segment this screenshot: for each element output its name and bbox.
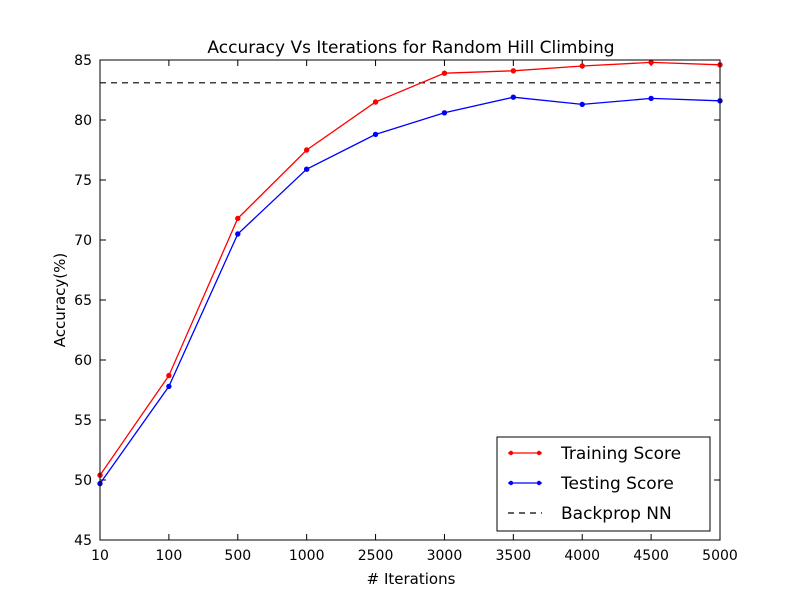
training-score-point <box>166 372 172 379</box>
testing-score-point <box>648 95 654 102</box>
x-tick-label: 500 <box>224 548 251 564</box>
training-score-point <box>235 215 241 222</box>
testing-score-point <box>303 166 310 172</box>
y-tick-label: 65 <box>74 293 92 309</box>
training-score-point <box>510 68 517 74</box>
y-tick-label: 50 <box>74 473 92 489</box>
y-tick-label: 85 <box>74 53 92 69</box>
y-axis-label: Accuracy(%) <box>51 253 69 347</box>
x-tick-label: 1000 <box>289 548 325 564</box>
x-tick-label: 4000 <box>564 548 600 564</box>
y-tick-label: 45 <box>74 533 92 549</box>
testing-score-point <box>579 101 585 108</box>
training-score-point <box>441 70 448 76</box>
x-tick-label: 3500 <box>496 548 532 564</box>
legend-label-backprop-nn: Backprop NN <box>561 504 672 524</box>
testing-score-point <box>441 110 448 116</box>
testing-score-point <box>510 94 517 100</box>
legend-label-testing-score: Testing Score <box>560 474 674 494</box>
x-tick-label: 100 <box>156 548 183 564</box>
y-tick-label: 80 <box>74 113 92 129</box>
y-tick-label: 75 <box>74 173 92 189</box>
training-score-point <box>303 147 310 153</box>
testing-score-line <box>99 96 721 484</box>
x-tick-label: 3000 <box>427 548 463 564</box>
x-axis-label: # Iterations <box>367 570 456 588</box>
testing-score-point <box>372 131 379 138</box>
y-tick-label: 70 <box>74 233 92 249</box>
legend-marker-training-score <box>508 450 514 456</box>
training-score-point <box>648 59 654 66</box>
chart-title: Accuracy Vs Iterations for Random Hill C… <box>207 38 614 58</box>
axis-ticks: 45 50 55 60 65 70 75 80 85 10 100 500 1000 2500 3000 35… <box>74 53 738 564</box>
legend-marker-training-score <box>536 450 542 456</box>
x-tick-label: 5000 <box>702 548 738 564</box>
training-score-point <box>372 99 379 105</box>
x-tick-label: 10 <box>91 548 109 564</box>
training-score-point <box>579 63 585 69</box>
plot-frame <box>99 59 721 541</box>
y-tick-label: 60 <box>74 353 92 369</box>
testing-score-point <box>166 383 172 390</box>
legend-label-training-score: Training Score <box>560 444 681 464</box>
legend-marker-testing-score <box>508 480 514 486</box>
legend-marker-testing-score <box>536 480 542 486</box>
series-lines <box>97 59 723 487</box>
testing-score-point <box>235 231 241 237</box>
legend: Training Score Testing Score Backprop NN <box>496 436 711 532</box>
y-tick-label: 55 <box>74 413 92 429</box>
x-tick-label: 4500 <box>633 548 669 564</box>
training-score-line <box>99 61 721 476</box>
x-tick-label: 2500 <box>358 548 394 564</box>
